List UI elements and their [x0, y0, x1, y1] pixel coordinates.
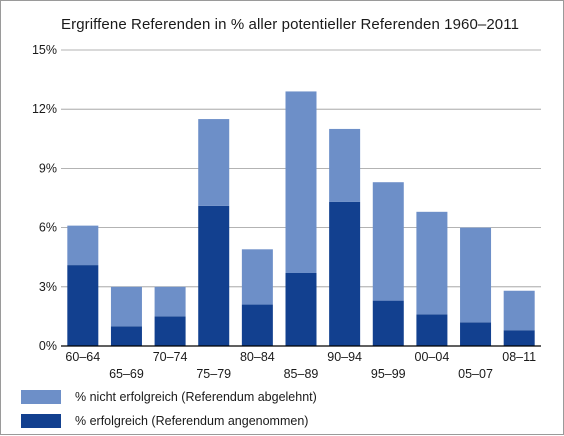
bar-erfolgreich-6: [329, 201, 361, 346]
bar-nicht-erfolgreich-0: [67, 225, 99, 266]
bar-nicht-erfolgreich-8: [416, 211, 448, 315]
legend-item-erfolgreich: % erfolgreich (Referendum angenommen): [21, 412, 317, 430]
bar-erfolgreich-0: [67, 265, 99, 346]
bar-erfolgreich-5: [285, 272, 317, 346]
bar-nicht-erfolgreich-5: [285, 91, 317, 273]
legend-label-nicht-erfolgreich: % nicht erfolgreich (Referendum abgelehn…: [75, 390, 317, 404]
y-tick-label-12: 12%: [32, 102, 57, 116]
y-tick-label-6: 6%: [39, 221, 57, 235]
bar-erfolgreich-7: [372, 300, 404, 346]
chart-title: Ergriffene Referenden in % aller potenti…: [61, 16, 520, 33]
bar-erfolgreich-2: [154, 316, 186, 346]
legend-swatch-nicht-erfolgreich: [21, 390, 61, 404]
legend: % nicht erfolgreich (Referendum abgelehn…: [21, 388, 317, 436]
bar-nicht-erfolgreich-4: [241, 249, 273, 305]
legend-item-nicht-erfolgreich: % nicht erfolgreich (Referendum abgelehn…: [21, 388, 317, 406]
legend-label-erfolgreich: % erfolgreich (Referendum angenommen): [75, 414, 309, 428]
y-tick-label-15: 15%: [32, 43, 57, 57]
bar-erfolgreich-3: [198, 205, 230, 346]
bar-erfolgreich-1: [110, 326, 142, 346]
x-tick-label-5: 85–89: [284, 367, 319, 381]
bar-erfolgreich-8: [416, 314, 448, 346]
legend-swatch-erfolgreich: [21, 414, 61, 428]
bar-nicht-erfolgreich-1: [110, 286, 142, 327]
bar-erfolgreich-9: [460, 322, 492, 346]
x-tick-label-0: 60–64: [65, 350, 100, 364]
x-tick-label-6: 90–94: [327, 350, 362, 364]
y-tick-label-0: 0%: [39, 339, 57, 353]
bar-nicht-erfolgreich-3: [198, 119, 230, 206]
bar-nicht-erfolgreich-6: [329, 128, 361, 202]
bar-nicht-erfolgreich-2: [154, 286, 186, 317]
x-tick-label-3: 75–79: [196, 367, 231, 381]
x-tick-label-7: 95–99: [371, 367, 406, 381]
bar-erfolgreich-10: [503, 330, 535, 346]
stacked-bar-chart: 0% 3% 6% 9% 12% 15% 60–64 65–69 70–74 75–79 80–84 8…: [32, 43, 541, 381]
x-tick-label-4: 80–84: [240, 350, 275, 364]
y-tick-label-3: 3%: [39, 280, 57, 294]
x-tick-label-9: 05–07: [458, 367, 493, 381]
bar-nicht-erfolgreich-7: [372, 182, 404, 301]
x-tick-label-10: 08–11: [502, 350, 536, 364]
bar-nicht-erfolgreich-9: [460, 227, 492, 323]
x-tick-label-2: 70–74: [153, 350, 188, 364]
x-tick-label-8: 00–04: [415, 350, 450, 364]
y-tick-label-9: 9%: [39, 161, 57, 175]
x-tick-label-1: 65–69: [109, 367, 144, 381]
bar-nicht-erfolgreich-10: [503, 290, 535, 331]
bar-erfolgreich-4: [241, 304, 273, 346]
